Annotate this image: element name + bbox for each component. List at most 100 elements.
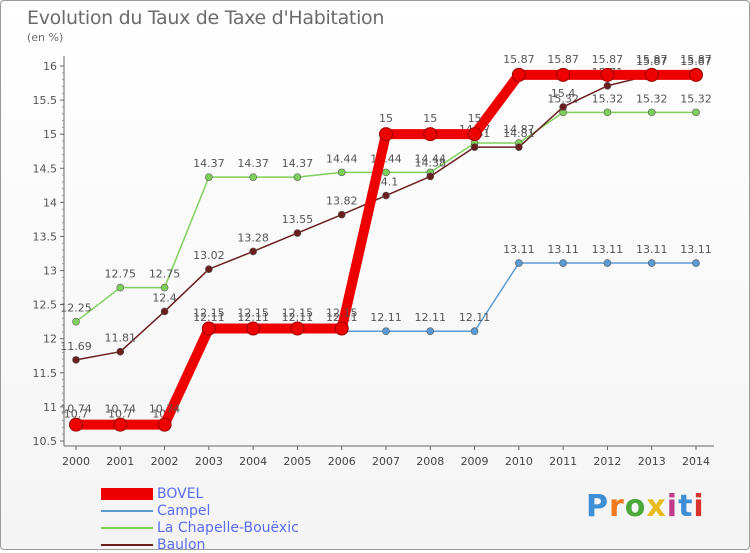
data-point-bovel (113, 417, 128, 432)
data-point-bovel (689, 67, 703, 82)
data-label-baulon: 11.69 (60, 340, 92, 353)
data-point-campel (515, 259, 523, 267)
chart-axes: 10.5 11 11.5 12 12.5 13 13.5 14 14.5 15 15.5 16 2000… (33, 56, 714, 468)
data-point-bovel (69, 417, 83, 432)
chart-series: 10.7 10.7 10.712.11 12.11 12.11 12.11 12.11 12.… (60, 53, 712, 432)
x-tick-label: 2008 (416, 455, 444, 468)
data-point-bovel (157, 417, 172, 432)
chart-unit-label: (en %) (27, 31, 64, 44)
logo-letter: i (693, 489, 705, 524)
logo-letter: r (609, 489, 625, 524)
y-tick-label: 12.5 (33, 299, 58, 312)
y-tick-label: 14 (43, 196, 57, 209)
data-point-bovel (334, 321, 349, 336)
legend-label: Campel (157, 502, 211, 519)
y-tick-label: 11 (43, 401, 57, 414)
data-point-campel (470, 327, 479, 336)
x-tick-label: 2002 (151, 455, 179, 468)
x-tick-label: 2013 (638, 455, 666, 468)
logo-letter: x (646, 489, 667, 524)
y-tick-label: 11.5 (33, 367, 58, 380)
data-point-la-chapelle-bou-xic (692, 108, 700, 117)
data-label-la-chapelle-bou-xic: 15.32 (680, 92, 712, 105)
data-label-campel: 13.11 (503, 243, 535, 256)
x-tick-label: 2007 (372, 455, 400, 468)
data-point-baulon (160, 307, 169, 316)
data-label-la-chapelle-bou-xic: 14.37 (237, 157, 269, 170)
data-label-bovel: 12.15 (237, 307, 269, 320)
data-point-campel (382, 327, 390, 336)
x-tick-label: 2006 (328, 455, 356, 468)
data-label-campel: 10.7 (108, 407, 133, 420)
data-label-bovel: 15.87 (547, 53, 579, 66)
x-tick-label: 2001 (106, 455, 134, 468)
data-label-bovel: 15.87 (503, 53, 535, 66)
x-tick-label: 2014 (682, 455, 710, 468)
data-label-bovel: 15 (468, 112, 482, 125)
data-label-la-chapelle-bou-xic: 15.32 (547, 92, 579, 105)
data-label-la-chapelle-bou-xic: 14.44 (415, 152, 447, 165)
legend-swatch (101, 487, 153, 500)
x-tick-label: 2005 (283, 455, 311, 468)
x-tick-label: 2010 (505, 455, 533, 468)
data-label-la-chapelle-bou-xic: 15.32 (636, 92, 668, 105)
data-point-la-chapelle-bou-xic (337, 168, 346, 177)
data-point-baulon (515, 143, 523, 151)
data-label-bovel: 12.15 (326, 307, 358, 320)
data-point-la-chapelle-bou-xic (293, 173, 302, 181)
data-point-bovel (201, 321, 216, 336)
x-tick-label: 2000 (62, 455, 90, 468)
y-tick-label: 14.5 (33, 162, 58, 175)
data-point-la-chapelle-bou-xic (205, 173, 213, 181)
data-label-baulon: 13.82 (326, 195, 358, 208)
data-point-baulon (603, 81, 612, 90)
data-point-bovel (246, 321, 261, 336)
legend-label: Baulon (157, 536, 206, 553)
data-label-baulon: 13.02 (193, 249, 225, 262)
data-label-campel: 13.11 (680, 243, 712, 256)
data-point-baulon (205, 265, 213, 273)
data-point-la-chapelle-bou-xic (160, 283, 169, 292)
data-label-la-chapelle-bou-xic: 14.87 (503, 123, 535, 136)
logo-letter: i (666, 489, 679, 524)
data-point-la-chapelle-bou-xic (603, 108, 612, 117)
data-point-la-chapelle-bou-xic (72, 317, 80, 326)
x-tick-label: 2009 (461, 455, 489, 468)
legend-item: Baulon (101, 536, 205, 553)
y-tick-label: 10.5 (33, 435, 58, 448)
data-label-campel: 12.11 (282, 311, 314, 324)
legend-swatch (101, 509, 153, 512)
data-label-la-chapelle-bou-xic: 12.75 (105, 268, 137, 281)
data-point-baulon (382, 191, 390, 200)
data-label-la-chapelle-bou-xic: 12.25 (60, 302, 92, 315)
legend-item: Campel (101, 502, 210, 519)
data-point-bovel (644, 67, 659, 82)
y-tick-label: 13.5 (33, 230, 58, 243)
data-label-baulon: 15.87 (680, 55, 712, 68)
x-tick-label: 2011 (549, 455, 577, 468)
data-point-bovel (379, 127, 393, 142)
data-label-campel: 12.11 (193, 311, 225, 324)
data-point-bovel (556, 67, 571, 82)
data-point-la-chapelle-bou-xic (116, 283, 125, 292)
data-point-bovel (600, 67, 615, 82)
proxiti-logo: Proxiti (586, 489, 705, 524)
data-label-campel: 10.7 (64, 407, 89, 420)
data-label-bovel: 10.74 (149, 403, 181, 416)
data-label-baulon: 11.81 (105, 332, 137, 345)
data-label-campel: 12.11 (237, 311, 269, 324)
data-point-bovel (290, 321, 305, 336)
x-tick-label: 2004 (239, 455, 267, 468)
data-point-baulon (249, 247, 257, 256)
data-point-campel (692, 259, 700, 267)
data-point-campel (603, 259, 612, 267)
data-point-baulon (72, 356, 80, 364)
data-label-la-chapelle-bou-xic: 14.37 (282, 157, 314, 170)
data-label-la-chapelle-bou-xic: 14.44 (326, 152, 358, 165)
data-label-la-chapelle-bou-xic: 15.32 (592, 92, 624, 105)
legend-item: La Chapelle-Bouëxic (101, 519, 299, 536)
data-label-bovel: 12.15 (193, 307, 225, 320)
data-point-baulon (337, 210, 346, 219)
data-point-baulon (293, 229, 302, 237)
